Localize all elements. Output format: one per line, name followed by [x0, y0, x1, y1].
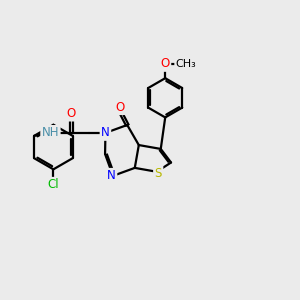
Text: O: O: [67, 107, 76, 120]
Text: N: N: [107, 169, 116, 182]
Text: N: N: [101, 126, 110, 140]
Text: O: O: [160, 57, 170, 70]
Text: CH₃: CH₃: [176, 59, 197, 69]
Text: S: S: [154, 167, 162, 180]
Text: O: O: [115, 100, 124, 114]
Text: Cl: Cl: [48, 178, 59, 191]
Text: NH: NH: [42, 126, 59, 140]
